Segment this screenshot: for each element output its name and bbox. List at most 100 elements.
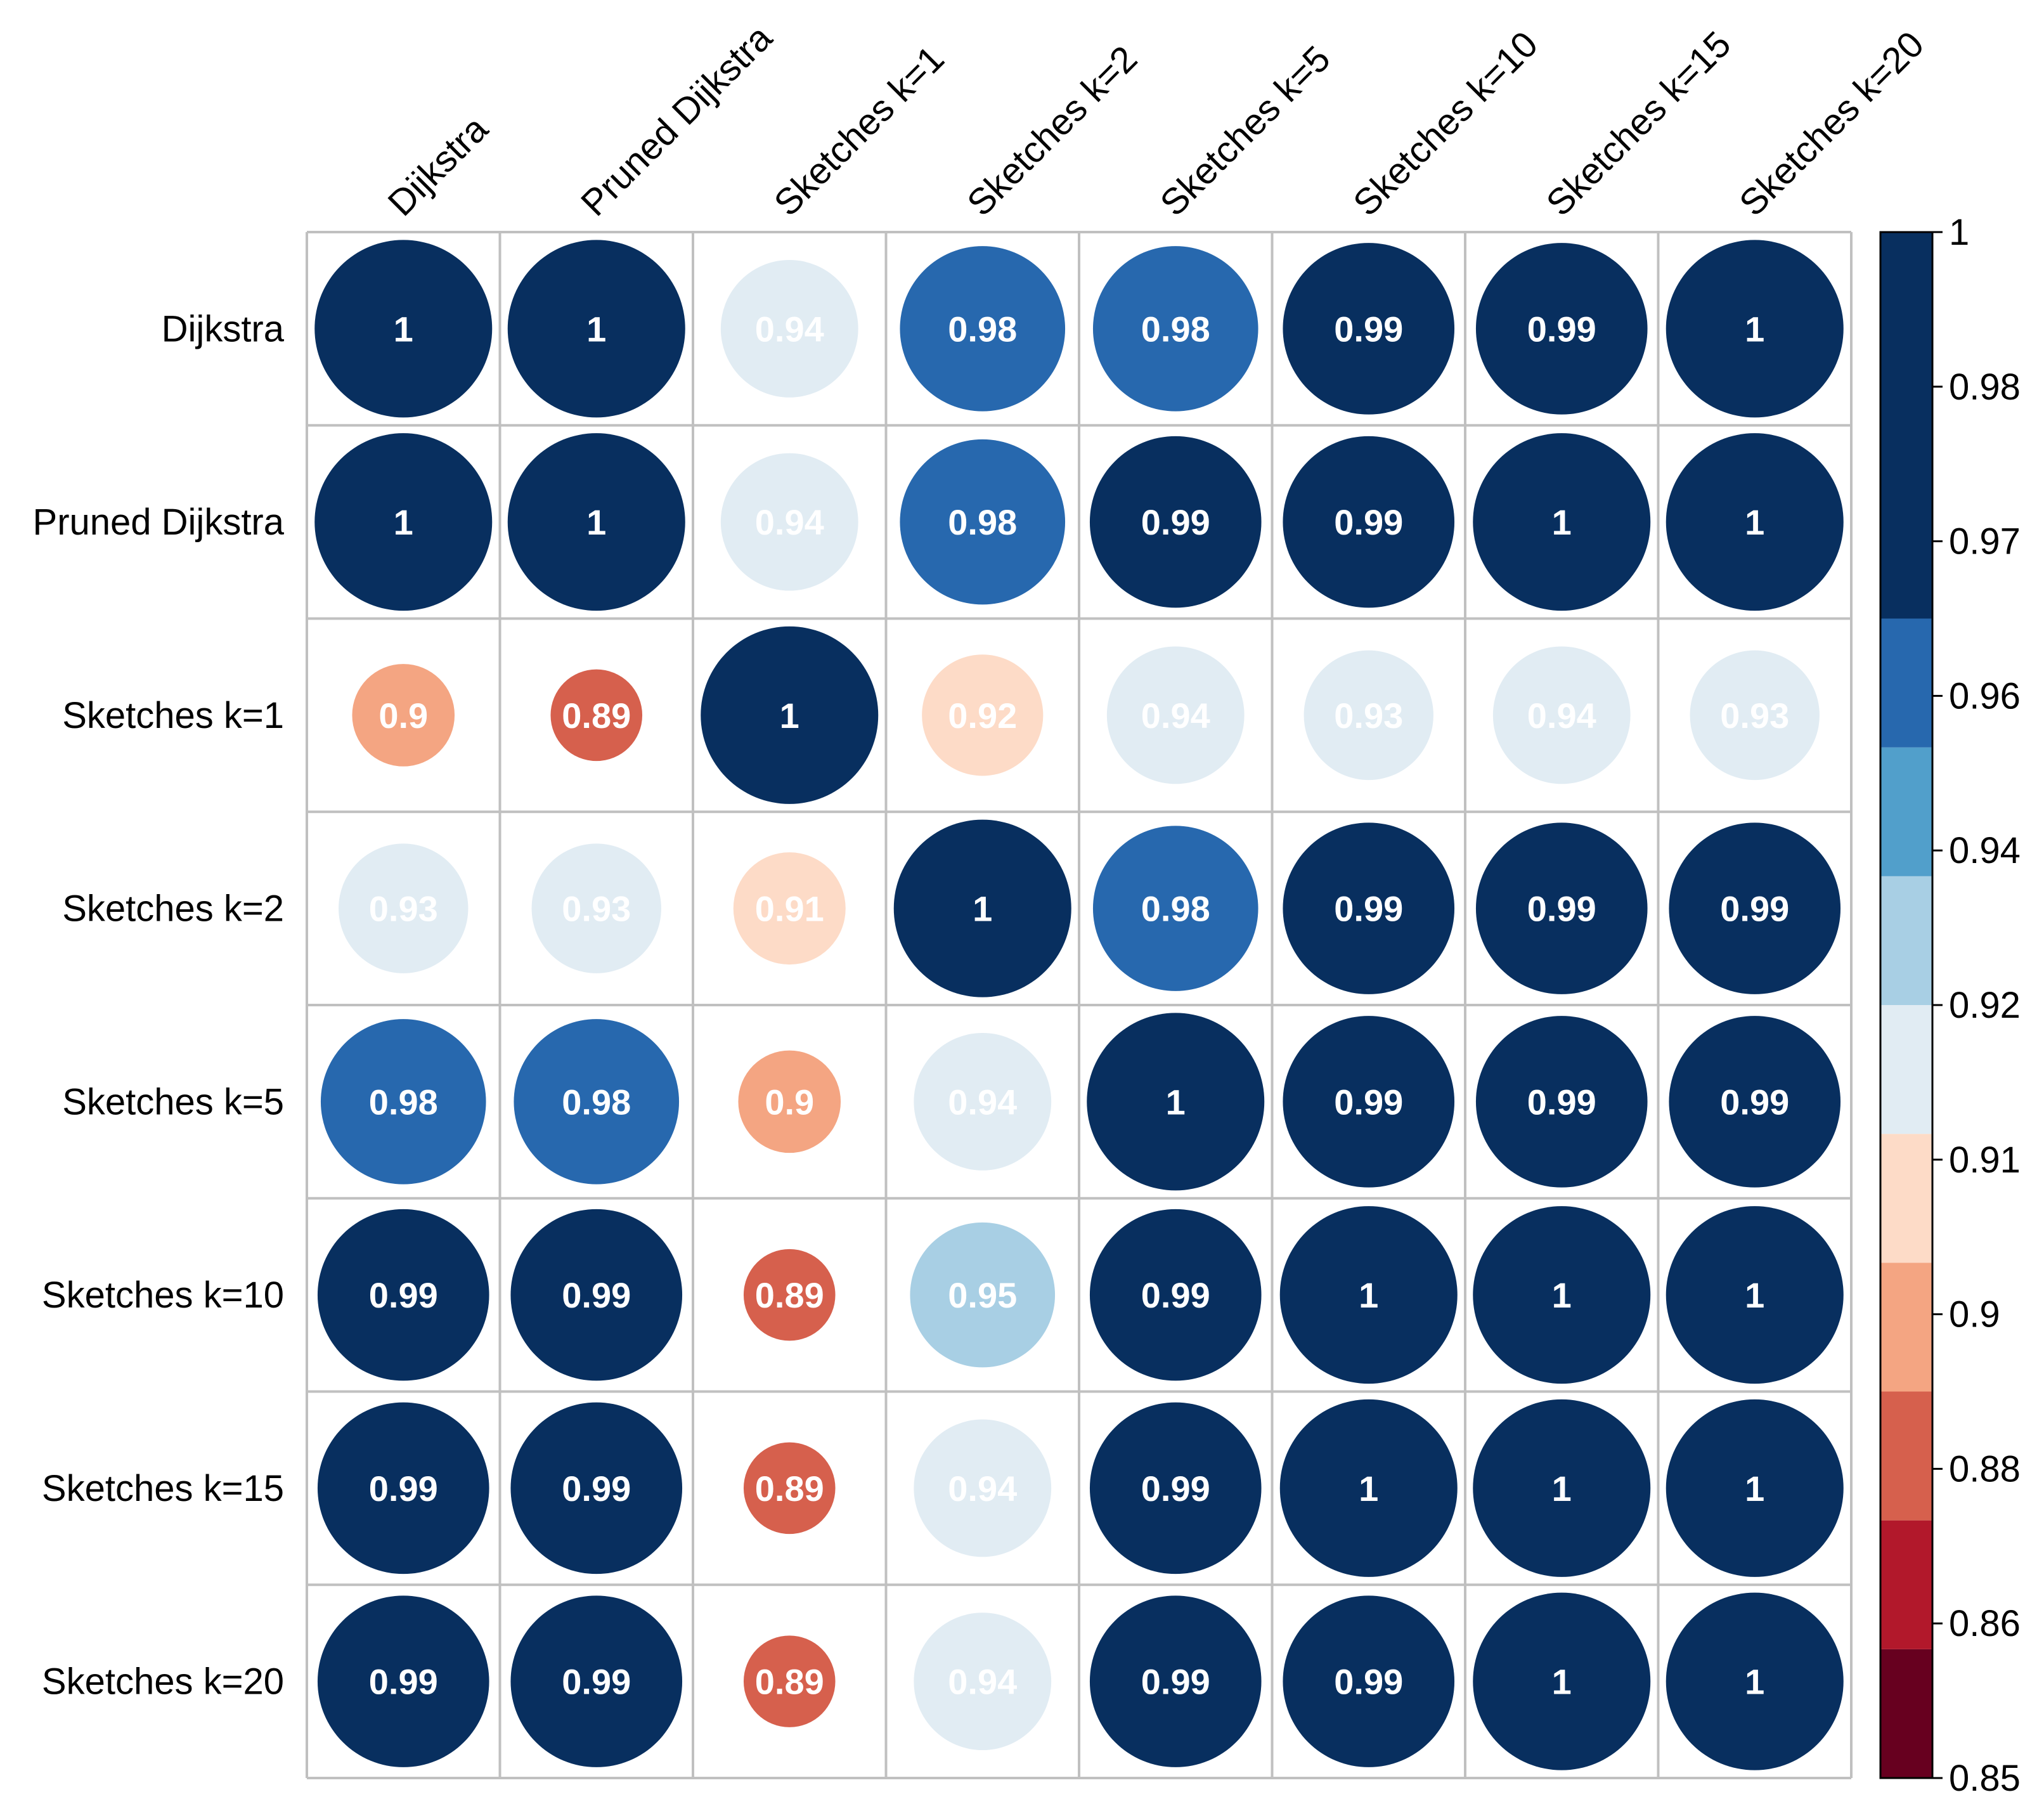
cell-value-label: 0.9 xyxy=(378,696,428,736)
heatmap-cell: 0.94 xyxy=(720,453,858,591)
cell-circle xyxy=(743,1249,836,1341)
colorbar-bin xyxy=(1880,1005,1932,1134)
cell-circle xyxy=(1089,436,1262,608)
cell-circle xyxy=(1666,1592,1844,1770)
cell-circle xyxy=(914,1419,1052,1557)
row-label-sketches-k-1: Sketches k=1 xyxy=(62,695,284,736)
cell-circle xyxy=(1283,822,1455,994)
row-label-sketches-k-20: Sketches k=20 xyxy=(42,1661,284,1703)
cell-value-label: 1 xyxy=(394,502,413,542)
row-label-sketches-k-5: Sketches k=5 xyxy=(62,1081,284,1122)
grid xyxy=(306,231,1853,1779)
cell-circle xyxy=(1666,1399,1844,1577)
heatmap-cell: 0.94 xyxy=(1106,646,1245,784)
cell-value-label: 0.94 xyxy=(1141,696,1210,736)
colorbar-bin xyxy=(1880,1520,1932,1649)
cell-value-label: 0.99 xyxy=(1141,1275,1210,1315)
cell-circle xyxy=(317,1209,489,1381)
cell-value-label: 0.98 xyxy=(562,1082,631,1122)
heatmap-cell: 0.89 xyxy=(743,1442,836,1535)
cell-circle xyxy=(1473,1206,1651,1384)
colorbar-tick-label: 0.97 xyxy=(1949,521,2021,562)
heatmap-cell: 0.93 xyxy=(531,843,661,973)
heatmap-cell: 0.93 xyxy=(1690,650,1820,781)
cell-circle xyxy=(1089,1209,1262,1381)
heatmap-cell: 0.9 xyxy=(352,664,455,767)
cell-value-label: 0.99 xyxy=(1527,309,1596,349)
heatmap-cell: 0.89 xyxy=(550,669,643,762)
cell-value-label: 0.99 xyxy=(1334,309,1403,349)
colorbar-bin xyxy=(1880,1263,1932,1392)
heatmap-cell: 1 xyxy=(507,240,685,418)
cell-circle xyxy=(1087,1013,1265,1191)
heatmap-cell: 0.94 xyxy=(914,1032,1052,1171)
cell-value-label: 1 xyxy=(973,889,992,929)
cell-value-label: 0.93 xyxy=(1720,696,1789,736)
cell-circle xyxy=(352,664,455,767)
cells: 1 1 0.94 0.98 0.98 0.99 0.99 1 1 1 0.94 0.98 0.99 0.9… xyxy=(314,240,1844,1770)
cell-value-label: 0.93 xyxy=(369,889,438,929)
cell-value-label: 0.99 xyxy=(1141,1469,1210,1509)
cell-value-label: 0.99 xyxy=(369,1662,438,1702)
cell-circle xyxy=(738,1050,841,1153)
heatmap-cell: 1 xyxy=(1279,1399,1458,1577)
cell-circle xyxy=(1279,1399,1458,1577)
cell-circle xyxy=(1492,646,1631,784)
heatmap-cell: 1 xyxy=(1473,1206,1651,1384)
heatmap-cell: 0.99 xyxy=(510,1402,683,1574)
colorbar-bin xyxy=(1880,747,1932,876)
heatmap-cell: 0.99 xyxy=(1089,1595,1262,1767)
heatmap-cell: 1 xyxy=(1666,433,1844,611)
cell-value-label: 0.93 xyxy=(1334,696,1403,736)
colorbar: 1 0.98 0.97 0.96 0.94 0.92 0.91 0.9 0.88 0.86 0.85 xyxy=(1879,212,2021,1799)
heatmap-cell: 0.99 xyxy=(317,1209,489,1381)
colorbar-tick-label: 0.96 xyxy=(1949,675,2021,717)
cell-circle xyxy=(1279,1206,1458,1384)
cell-circle xyxy=(914,1032,1052,1171)
heatmap-cell: 1 xyxy=(314,433,493,611)
cell-circle xyxy=(733,852,846,965)
cell-circle xyxy=(314,433,493,611)
cell-value-label: 0.99 xyxy=(562,1469,631,1509)
cell-value-label: 1 xyxy=(1552,502,1572,542)
heatmap-cell: 0.94 xyxy=(914,1419,1052,1557)
cell-circle xyxy=(910,1222,1056,1368)
cell-value-label: 0.94 xyxy=(948,1469,1017,1509)
heatmap-cell: 1 xyxy=(1473,1399,1651,1577)
cell-value-label: 0.99 xyxy=(1334,1662,1403,1702)
cell-circle xyxy=(1475,243,1648,415)
cell-value-label: 1 xyxy=(1552,1469,1572,1509)
heatmap-cell: 0.98 xyxy=(514,1019,680,1185)
cell-circle xyxy=(1473,433,1651,611)
cell-circle xyxy=(922,654,1044,776)
cell-circle xyxy=(339,843,469,973)
heatmap-cell: 1 xyxy=(1279,1206,1458,1384)
cell-value-label: 1 xyxy=(394,309,413,349)
colorbar-tick-label: 0.9 xyxy=(1949,1294,2000,1335)
cell-circle xyxy=(720,453,858,591)
colorbar-bin xyxy=(1880,1649,1932,1778)
colorbar-bin xyxy=(1880,232,1932,619)
heatmap-cell: 0.99 xyxy=(1283,436,1455,608)
cell-value-label: 0.99 xyxy=(562,1662,631,1702)
cell-value-label: 0.98 xyxy=(369,1082,438,1122)
cell-circle xyxy=(1475,822,1648,994)
colorbar-tick-label: 0.88 xyxy=(1949,1448,2021,1490)
cell-value-label: 0.99 xyxy=(1141,1662,1210,1702)
heatmap-cell: 1 xyxy=(1473,1592,1651,1770)
heatmap-cell: 1 xyxy=(1666,1592,1844,1770)
cell-value-label: 1 xyxy=(1166,1082,1186,1122)
heatmap-cell: 1 xyxy=(1473,433,1651,611)
cell-value-label: 1 xyxy=(1552,1662,1572,1702)
heatmap-cell: 0.98 xyxy=(900,439,1066,605)
cell-value-label: 1 xyxy=(780,696,799,736)
cell-circle xyxy=(1283,243,1455,415)
cell-value-label: 0.98 xyxy=(1141,309,1210,349)
cell-circle xyxy=(507,240,685,418)
heatmap-cell: 0.94 xyxy=(914,1613,1052,1751)
cell-value-label: 0.98 xyxy=(1141,889,1210,929)
heatmap-cell: 1 xyxy=(701,626,879,804)
cell-value-label: 0.99 xyxy=(1720,1082,1789,1122)
colorbar-bin xyxy=(1880,876,1932,1005)
cell-value-label: 0.98 xyxy=(948,502,1017,542)
